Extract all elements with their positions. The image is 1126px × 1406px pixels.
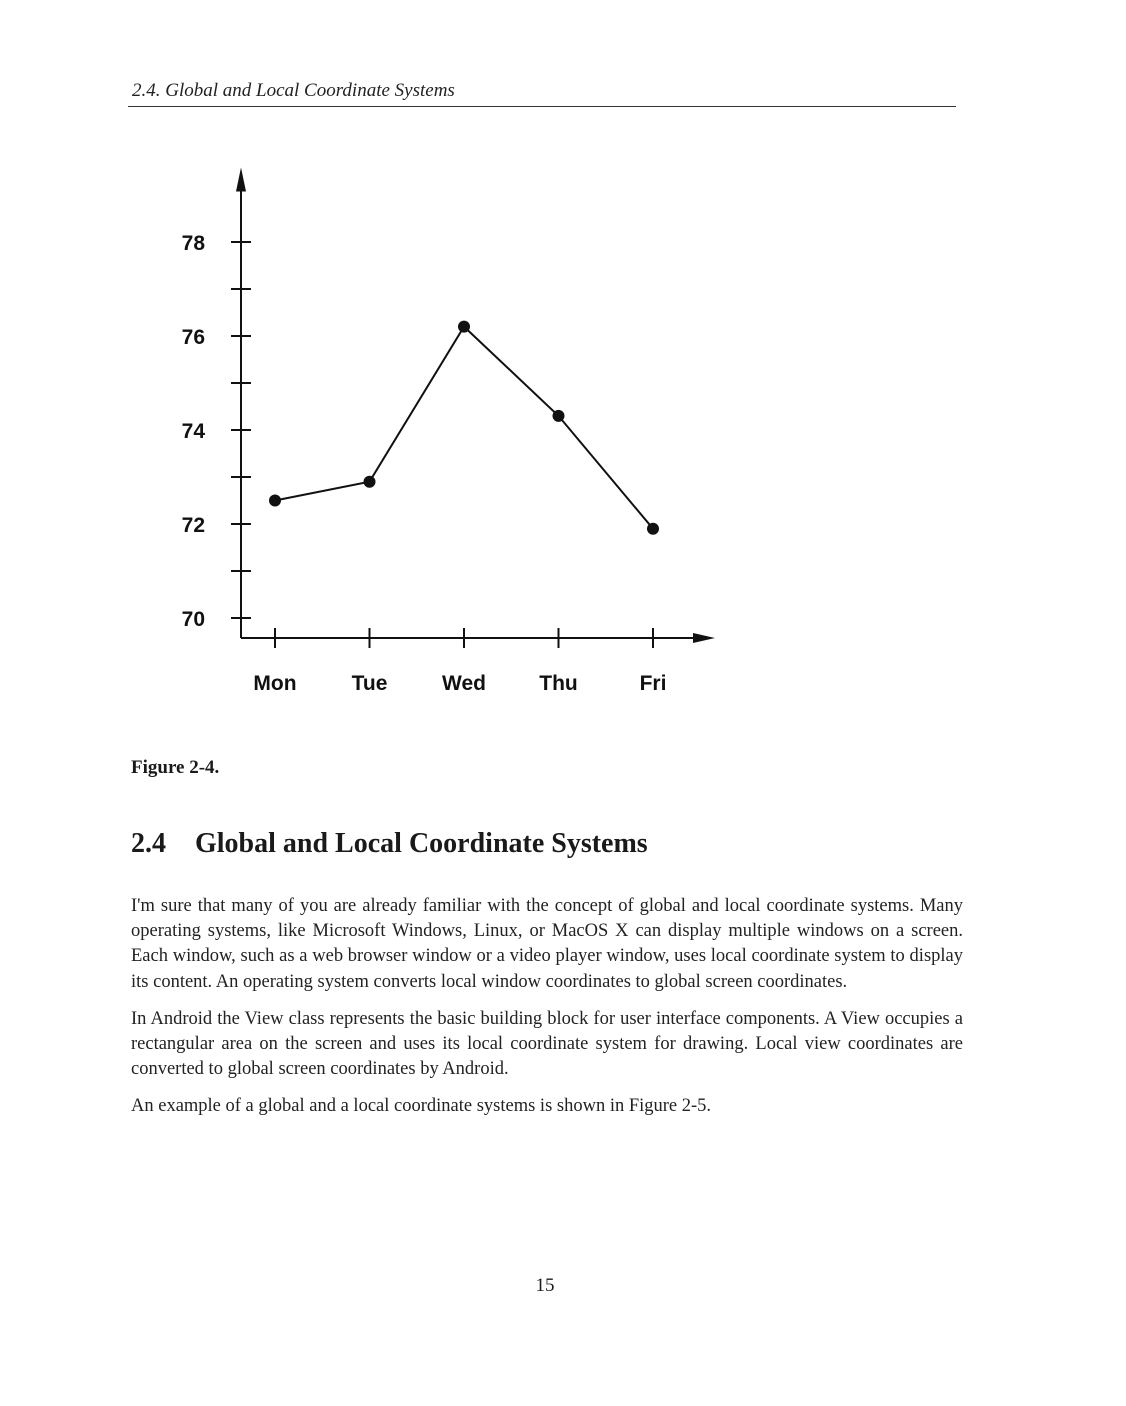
y-tick-label: 70 bbox=[182, 608, 205, 631]
running-header: 2.4. Global and Local Coordinate Systems bbox=[132, 80, 455, 101]
figure-caption: Figure 2-4. bbox=[131, 757, 220, 778]
x-tick-label: Wed bbox=[442, 672, 486, 695]
data-point bbox=[269, 494, 281, 507]
x-tick-label: Thu bbox=[539, 672, 577, 695]
page-number: 15 bbox=[535, 1275, 555, 1296]
section-number: 2.4 bbox=[131, 828, 166, 859]
header-rule bbox=[128, 106, 956, 107]
data-point bbox=[552, 409, 565, 422]
data-point bbox=[363, 475, 376, 488]
x-axis-arrow-icon bbox=[693, 633, 715, 643]
x-tick-label: Tue bbox=[352, 672, 388, 695]
paragraph: I'm sure that many of you are already fa… bbox=[131, 896, 963, 992]
data-point bbox=[458, 320, 470, 333]
y-tick-label: 76 bbox=[182, 326, 205, 349]
data-point bbox=[647, 522, 659, 535]
chart-series bbox=[269, 320, 659, 535]
section-heading: 2.4 Global and Local Coordinate Systems bbox=[131, 828, 648, 860]
section-title: Global and Local Coordinate Systems bbox=[195, 828, 648, 859]
x-tick-label: Fri bbox=[640, 672, 667, 695]
y-tick-label: 74 bbox=[182, 420, 206, 443]
body-text: I'm sure that many of you are already fa… bbox=[131, 894, 963, 1132]
y-tick-label: 72 bbox=[182, 514, 205, 537]
chart-axes bbox=[231, 167, 715, 648]
paragraph: An example of a global and a local coord… bbox=[131, 1096, 712, 1117]
line-chart: 70 72 74 76 78 Mon Tue Wed Thu Fri bbox=[182, 167, 715, 695]
paragraph: In Android the View class represents the… bbox=[131, 1008, 963, 1080]
y-axis-arrow-icon bbox=[236, 167, 246, 192]
series-line bbox=[274, 325, 654, 530]
chart-labels: 70 72 74 76 78 Mon Tue Wed Thu Fri bbox=[182, 232, 667, 695]
y-tick-label: 78 bbox=[182, 232, 206, 255]
x-tick-label: Mon bbox=[253, 672, 296, 695]
